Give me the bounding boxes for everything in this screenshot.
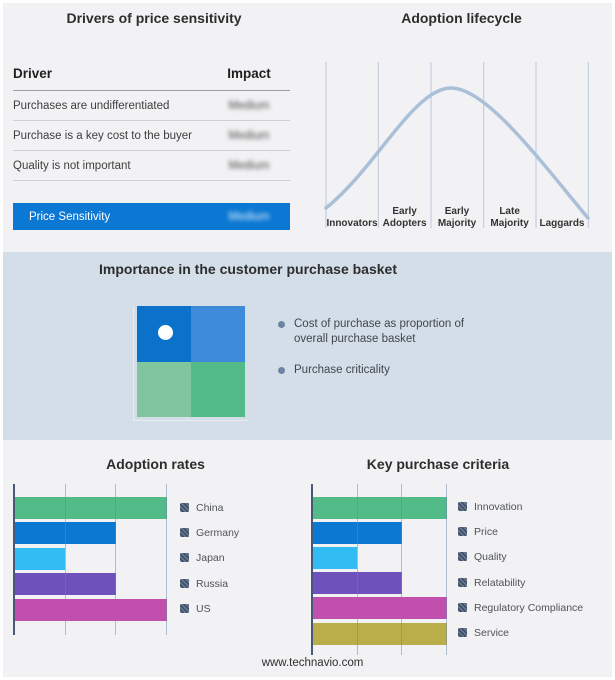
impact-cell-redacted: Medium (228, 129, 270, 142)
legend-label: Regulatory Compliance (474, 601, 584, 614)
bar-service (312, 622, 447, 645)
position-marker-dot (158, 325, 173, 340)
gridline (446, 484, 447, 655)
lifecycle-panel-title: Adoption lifecycle (401, 10, 522, 26)
drivers-table-header: Driver Impact (13, 66, 290, 91)
stage-label: Early Majority (437, 206, 477, 229)
legend-label: US (196, 603, 211, 616)
drivers-table-rows: Purchases are undifferentiated Medium Purc… (13, 91, 290, 181)
table-row: Quality is not important Medium (13, 151, 290, 181)
impact-column-header: Impact (227, 66, 271, 81)
table-row: Purchase is a key cost to the buyer Mediu… (13, 121, 290, 151)
bar-regulatory-compliance (312, 597, 447, 620)
legend-item-label: Cost of purchase as proportion of overal… (294, 318, 465, 345)
bar-quality (312, 546, 357, 569)
legend-swatch-icon (458, 502, 467, 511)
legend-swatch-icon (458, 527, 467, 537)
gridline (115, 484, 117, 635)
quadrant-y-axis (133, 306, 134, 421)
website-link[interactable]: www.technavio.com (261, 657, 364, 669)
legend-swatch-icon (180, 604, 189, 614)
basket-panel-title: Importance in the customer purchase bask… (99, 261, 397, 277)
quadrant-cell-1 (191, 306, 245, 362)
legend-label: China (196, 501, 224, 514)
impact-cell-redacted: Medium (228, 159, 270, 172)
adoption-rates-title: Adoption rates (106, 456, 205, 472)
bar-japan (14, 547, 65, 570)
gridline (401, 484, 403, 655)
bullet-icon (278, 321, 285, 328)
stage-label: Late Majority (490, 206, 529, 229)
drivers-table: Driver Impact Purchases are undifferenti… (13, 66, 290, 181)
driver-column-header: Driver (13, 66, 53, 81)
impact-cell-redacted: Medium (228, 99, 270, 112)
stage-label: Early Adopters (382, 206, 427, 229)
legend-swatch-icon (458, 552, 467, 562)
legend-label: Innovation (474, 501, 523, 513)
price-sensitivity-highlight-row: Price Sensitivity Medium (13, 203, 290, 230)
legend-swatch-icon (458, 628, 467, 637)
legend-swatch-icon (180, 527, 189, 537)
quadrant-cell-2 (137, 361, 191, 417)
gridline (64, 484, 66, 635)
legend-label: Service (474, 627, 510, 639)
legend-item-label: Purchase criticality (294, 364, 390, 376)
highlight-row-impact-redacted: Medium (228, 210, 270, 223)
bar-china (14, 497, 167, 519)
middle-band-background (3, 252, 612, 440)
legend-swatch-icon (180, 578, 189, 588)
bullet-icon (278, 367, 285, 374)
bar-us (14, 598, 167, 621)
adoption-lifecycle-chart (324, 62, 590, 228)
stage-label: Innovators (326, 217, 378, 229)
driver-cell: Quality is not important (13, 159, 131, 172)
gridline (356, 484, 358, 655)
legend-label: Germany (196, 526, 240, 539)
quadrant-cell-3 (191, 361, 245, 417)
chart-y-axis (12, 484, 15, 635)
highlight-row-label: Price Sensitivity (29, 210, 111, 223)
gridline (166, 484, 167, 635)
bar-innovation (312, 496, 447, 519)
legend-item: Purchase criticality (278, 363, 478, 378)
legend-label: Quality (474, 551, 507, 564)
table-row: Purchases are undifferentiated Medium (13, 91, 290, 121)
basket-legend: Cost of purchase as proportion of overal… (278, 317, 478, 394)
drivers-panel-title: Drivers of price sensitivity (66, 10, 242, 26)
driver-cell: Purchases are undifferentiated (13, 99, 170, 112)
legend-swatch-icon (458, 602, 467, 612)
legend-label: Japan (196, 552, 225, 565)
legend-swatch-icon (180, 502, 189, 512)
chart-y-axis (310, 484, 313, 655)
bell-curve (324, 86, 590, 220)
key-purchase-criteria-title: Key purchase criteria (366, 456, 510, 472)
legend-label: Russia (196, 577, 229, 590)
legend-label: Price (474, 526, 498, 539)
legend-label: Relatability (474, 576, 526, 589)
driver-cell: Purchase is a key cost to the buyer (13, 129, 192, 142)
stage-label: Laggards (539, 217, 585, 229)
legend-swatch-icon (458, 577, 467, 587)
purchase-basket-quadrant (137, 306, 245, 417)
quadrant-x-axis (133, 420, 249, 421)
legend-item: Cost of purchase as proportion of overal… (278, 317, 478, 347)
legend-swatch-icon (180, 553, 189, 563)
